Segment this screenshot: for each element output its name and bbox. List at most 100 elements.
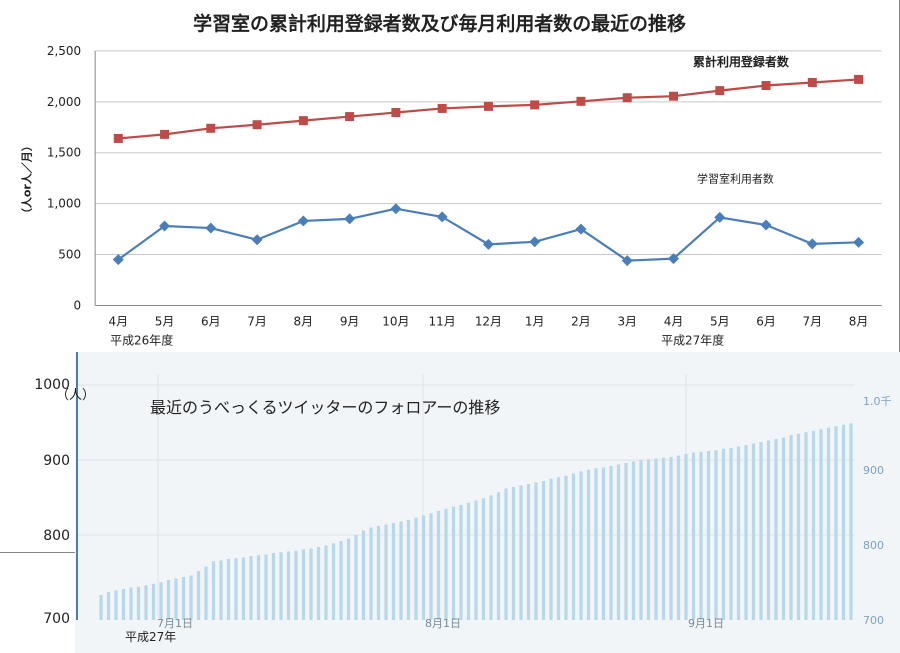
monthly-point (806, 238, 818, 250)
chart2-year-label: 平成27年 (125, 630, 176, 644)
follower-bar (849, 423, 853, 620)
cumulative-point (576, 96, 586, 106)
left-y-tick-label: 700 (43, 611, 70, 627)
follower-bar (579, 471, 583, 620)
x-tick-label: 9月1日 (688, 617, 724, 630)
cumulative-point (483, 101, 493, 111)
right-y-tick-label: 700 (863, 614, 884, 627)
x-tick-label: 7月 (247, 314, 267, 328)
chart1-series (112, 74, 865, 267)
chart2-bars (99, 423, 853, 620)
follower-bar (151, 583, 156, 620)
follower-bar (264, 554, 268, 620)
follower-bar (811, 430, 816, 620)
monthly-point (436, 211, 448, 223)
follower-bar (804, 432, 808, 620)
right-y-tick-label: 800 (863, 539, 884, 552)
series-label-cumulative: 累計利用登録者数 (693, 54, 790, 69)
cumulative-point (113, 133, 123, 143)
chart1-y-tick-labels: 0 500 1,000 1,500 2,000 2,500 (47, 44, 81, 313)
follower-bar (444, 508, 448, 620)
monthly-line (117, 207, 859, 262)
follower-bar (346, 538, 351, 620)
follower-bar (564, 475, 568, 620)
follower-bar (211, 561, 216, 620)
follower-bar (324, 545, 328, 620)
x-tick-label: 1月 (525, 314, 545, 328)
follower-bar (384, 524, 388, 620)
y-tick-label: 0 (74, 298, 82, 312)
cumulative-point (252, 120, 262, 130)
follower-bar (354, 535, 358, 620)
follower-bar (601, 467, 606, 620)
follower-bar (196, 571, 201, 620)
follower-bar (616, 464, 621, 620)
x-tick-label: 6月 (201, 314, 221, 328)
follower-bar (466, 502, 471, 620)
monthly-point (529, 236, 541, 248)
follower-bar (541, 481, 546, 620)
cumulative-point (530, 100, 540, 110)
follower-bar (309, 548, 313, 620)
follower-bar (549, 478, 553, 620)
follower-bar (669, 457, 673, 620)
follower-bar (204, 566, 208, 620)
monthly-point (205, 222, 217, 234)
follower-bar (144, 585, 148, 620)
follower-bar (841, 424, 846, 620)
follower-bar (481, 498, 486, 620)
follower-bar (406, 520, 411, 620)
follower-bar (819, 429, 823, 620)
monthly-point (482, 238, 494, 250)
follower-bar (219, 560, 223, 620)
left-y-tick-label: 900 (43, 453, 70, 469)
follower-bar (744, 445, 748, 620)
cumulative-point (761, 81, 771, 91)
chart2-right-tick-labels: 1.0千 900 800 700 (863, 395, 892, 627)
fiscal-year-label-h27: 平成27年度 (661, 332, 724, 347)
follower-bar (706, 451, 711, 620)
follower-bar (436, 511, 441, 620)
cumulative-point (669, 91, 678, 101)
follower-bar (721, 448, 726, 620)
cumulative-point (298, 116, 308, 126)
follower-bar (511, 487, 516, 620)
x-tick-label: 5月 (710, 314, 730, 328)
monthly-point (390, 203, 402, 215)
follower-bar (736, 446, 741, 620)
fiscal-year-label-h26: 平成26年度 (110, 332, 173, 347)
follower-bar (556, 477, 561, 620)
follower-bar (624, 463, 628, 620)
follower-bar (519, 485, 523, 620)
chart2-left-tick-labels: 1000 900 800 700 (34, 377, 70, 627)
follower-bar (421, 515, 426, 620)
x-tick-label: 5月 (155, 314, 175, 328)
follower-bar (759, 442, 763, 620)
follower-bar (684, 454, 688, 620)
follower-bar (399, 521, 403, 620)
x-tick-label: 11月 (429, 314, 456, 328)
follower-bar (226, 559, 231, 620)
x-tick-label: 3月 (617, 314, 637, 328)
follower-bar (834, 426, 838, 620)
follower-bar (661, 457, 666, 620)
follower-bar (639, 460, 643, 620)
monthly-point (853, 236, 865, 248)
x-tick-label: 2月 (571, 314, 591, 328)
x-tick-label: 7月 (803, 314, 823, 328)
x-tick-label: 12月 (475, 314, 502, 328)
follower-bar (331, 543, 336, 620)
follower-bar (189, 575, 193, 620)
follower-bar (654, 458, 658, 620)
left-y-tick-label: 800 (43, 528, 70, 544)
follower-bar (99, 595, 103, 620)
monthly-point (251, 234, 263, 246)
chart2-x-tick-labels: 7月1日 8月1日 9月1日 (157, 617, 724, 630)
cumulative-point (160, 129, 170, 139)
chart2-y-axis-unit: （人） (56, 388, 95, 403)
monthly-point (297, 215, 309, 227)
follower-bar (106, 592, 111, 620)
y-tick-label: 1,500 (47, 146, 81, 160)
cumulative-point (345, 112, 355, 122)
follower-bar (429, 513, 433, 620)
